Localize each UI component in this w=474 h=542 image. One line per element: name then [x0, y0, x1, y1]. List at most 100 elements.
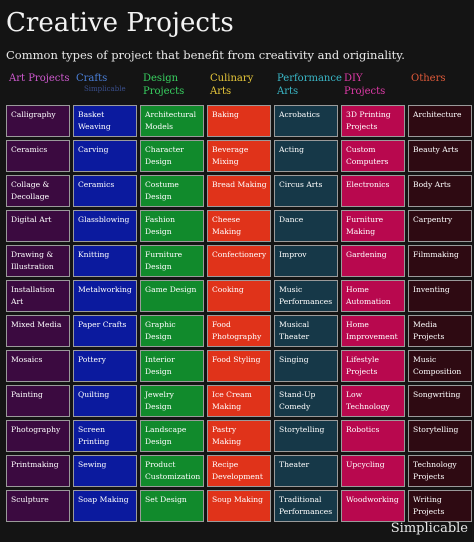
- project-cell: Musical Theater: [274, 315, 338, 347]
- project-cell: Carving: [73, 140, 137, 172]
- project-cell: Photography: [6, 420, 70, 452]
- column-header: Crafts Simplicable: [73, 72, 137, 102]
- project-cell: Music Composition: [408, 350, 472, 382]
- project-cell: Acrobatics: [274, 105, 338, 137]
- column-header: Others: [408, 72, 472, 102]
- column-header: Performance Arts: [274, 72, 342, 102]
- project-cell: Gardening: [341, 245, 405, 277]
- project-cell: Home Improvement: [341, 315, 405, 347]
- project-cell: Architecture: [408, 105, 472, 137]
- project-cell: Character Design: [140, 140, 204, 172]
- category-column: Culinary Arts Baking Beverage Mixing Bread …: [207, 72, 271, 522]
- project-cell: Paper Crafts: [73, 315, 137, 347]
- column-cells: Architecture Beauty Arts Body Arts Carpentr…: [408, 105, 472, 522]
- column-cells: Baking Beverage Mixing Bread Making Cheese …: [207, 105, 271, 522]
- column-header: Art Projects: [6, 72, 70, 102]
- project-cell: Pastry Making: [207, 420, 271, 452]
- project-cell: Low Technology: [341, 385, 405, 417]
- project-cell: Screen Printing: [73, 420, 137, 452]
- projects-grid: Art Projects Calligraphy Ceramics Collage &…: [6, 72, 472, 522]
- project-cell: Inventing: [408, 280, 472, 312]
- project-cell: Filmmaking: [408, 245, 472, 277]
- project-cell: Acting: [274, 140, 338, 172]
- project-cell: Interior Design: [140, 350, 204, 382]
- column-header-label: Design Projects: [143, 73, 185, 97]
- project-cell: Singing: [274, 350, 338, 382]
- project-cell: Soap Making: [73, 490, 137, 522]
- project-cell: Ice Cream Making: [207, 385, 271, 417]
- project-cell: Quilting: [73, 385, 137, 417]
- project-cell: Painting: [6, 385, 70, 417]
- brand-logo: Simplicable: [390, 521, 468, 536]
- column-header-label: DIY Projects: [344, 73, 386, 97]
- project-cell: Beverage Mixing: [207, 140, 271, 172]
- project-cell: Media Projects: [408, 315, 472, 347]
- column-header: DIY Projects: [341, 72, 405, 102]
- project-cell: Food Photography: [207, 315, 271, 347]
- category-column: Performance Arts Acrobatics Acting Circus A…: [274, 72, 342, 522]
- project-cell: Baking: [207, 105, 271, 137]
- project-cell: Stand-Up Comedy: [274, 385, 338, 417]
- project-cell: Technology Projects: [408, 455, 472, 487]
- column-cells: Basket Weaving Carving Ceramics Glassblowin…: [73, 105, 137, 522]
- project-cell: Traditional Performances: [274, 490, 338, 522]
- project-cell: Soup Making: [207, 490, 271, 522]
- category-column: Crafts Simplicable Basket Weaving Carving Ce…: [73, 72, 137, 522]
- project-cell: Furniture Design: [140, 245, 204, 277]
- project-cell: Writing Projects: [408, 490, 472, 522]
- project-cell: Landscape Design: [140, 420, 204, 452]
- project-cell: Sculpture: [6, 490, 70, 522]
- column-header-label: Performance Arts: [277, 73, 342, 97]
- project-cell: Calligraphy: [6, 105, 70, 137]
- column-header-label: Crafts: [76, 73, 108, 84]
- project-cell: Robotics: [341, 420, 405, 452]
- project-cell: Bread Making: [207, 175, 271, 207]
- column-header-label: Culinary Arts: [210, 73, 254, 97]
- column-header: Culinary Arts: [207, 72, 271, 102]
- project-cell: Music Performances: [274, 280, 338, 312]
- project-cell: Upcycling: [341, 455, 405, 487]
- project-cell: Improv: [274, 245, 338, 277]
- project-cell: Printmaking: [6, 455, 70, 487]
- project-cell: Home Automation: [341, 280, 405, 312]
- project-cell: Mosaics: [6, 350, 70, 382]
- project-cell: 3D Printing Projects: [341, 105, 405, 137]
- project-cell: Carpentry: [408, 210, 472, 242]
- project-cell: Pottery: [73, 350, 137, 382]
- project-cell: Sewing: [73, 455, 137, 487]
- project-cell: Collage & Decollage: [6, 175, 70, 207]
- project-cell: Theater: [274, 455, 338, 487]
- project-cell: Set Design: [140, 490, 204, 522]
- project-cell: Graphic Design: [140, 315, 204, 347]
- category-column: Others Architecture Beauty Arts Body Arts Ca…: [408, 72, 472, 522]
- project-cell: Confectionery: [207, 245, 271, 277]
- project-cell: Woodworking: [341, 490, 405, 522]
- column-cells: Architectural Models Character Design Cost…: [140, 105, 204, 522]
- project-cell: Jewelry Design: [140, 385, 204, 417]
- project-cell: Custom Computers: [341, 140, 405, 172]
- project-cell: Glassblowing: [73, 210, 137, 242]
- column-cells: Acrobatics Acting Circus Arts Dance Improv Mu…: [274, 105, 338, 522]
- project-cell: Ceramics: [73, 175, 137, 207]
- project-cell: Body Arts: [408, 175, 472, 207]
- project-cell: Lifestyle Projects: [341, 350, 405, 382]
- project-cell: Songwriting: [408, 385, 472, 417]
- project-cell: Storytelling: [408, 420, 472, 452]
- project-cell: Food Styling: [207, 350, 271, 382]
- project-cell: Recipe Development: [207, 455, 271, 487]
- project-cell: Electronics: [341, 175, 405, 207]
- project-cell: Drawing & Illustration: [6, 245, 70, 277]
- project-cell: Storytelling: [274, 420, 338, 452]
- page-subtitle: Common types of project that benefit fro…: [6, 48, 405, 62]
- column-header: Design Projects: [140, 72, 204, 102]
- project-cell: Digital Art: [6, 210, 70, 242]
- category-column: Design Projects Architectural Models Chara…: [140, 72, 204, 522]
- watermark-text: Simplicable: [84, 85, 126, 93]
- project-cell: Costume Design: [140, 175, 204, 207]
- project-cell: Installation Art: [6, 280, 70, 312]
- column-header-label: Art Projects: [9, 73, 70, 84]
- project-cell: Beauty Arts: [408, 140, 472, 172]
- project-cell: Architectural Models: [140, 105, 204, 137]
- project-cell: Cheese Making: [207, 210, 271, 242]
- column-cells: 3D Printing Projects Custom Computers Elec…: [341, 105, 405, 522]
